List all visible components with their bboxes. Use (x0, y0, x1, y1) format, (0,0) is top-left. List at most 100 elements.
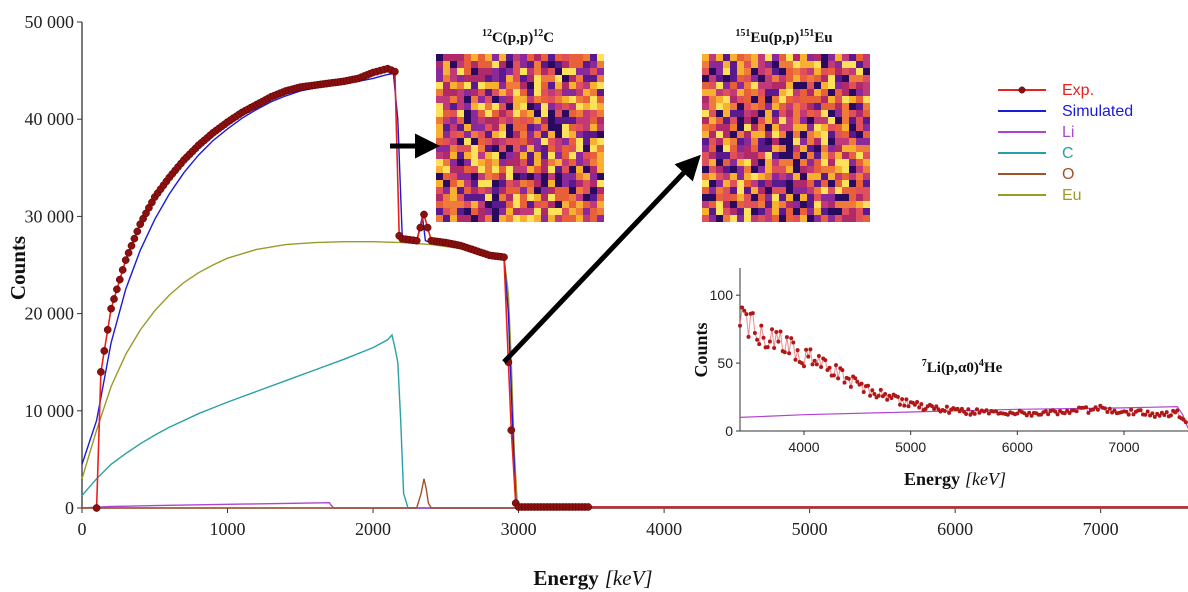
heatmap-eu151-cell (793, 110, 800, 117)
heatmap-c12-cell (485, 54, 492, 61)
heatmap-c12-cell (436, 159, 443, 166)
heatmap-c12-cell (485, 215, 492, 222)
heatmap-c12-cell (590, 215, 597, 222)
heatmap-eu151-cell (723, 138, 730, 145)
heatmap-eu151-cell (730, 131, 737, 138)
heatmap-eu151-cell (814, 117, 821, 124)
heatmap-eu151-cell (800, 103, 807, 110)
heatmap-c12-cell (450, 152, 457, 159)
heatmap-c12-cell (513, 201, 520, 208)
heatmap-eu151-cell (709, 159, 716, 166)
heatmap-c12-cell (436, 194, 443, 201)
y-tick-label: 20 000 (25, 304, 75, 324)
heatmap-eu151-cell (856, 173, 863, 180)
heatmap-eu151-cell (730, 145, 737, 152)
heatmap-eu151-cell (702, 152, 709, 159)
heatmap-eu151-cell (744, 180, 751, 187)
heatmap-eu151-cell (751, 152, 758, 159)
heatmap-c12-cell (562, 110, 569, 117)
heatmap-eu151-cell (779, 145, 786, 152)
x-ticks: 0 1000 2000 3000 4000 5000 6000 7000 (78, 508, 1119, 539)
heatmap-c12-cell (520, 159, 527, 166)
heatmap-eu151-cell (793, 145, 800, 152)
heatmap-c12-cell (513, 159, 520, 166)
heatmap-eu151-cell (786, 96, 793, 103)
heatmap-eu151-cell (835, 180, 842, 187)
heatmap-c12-cell (436, 145, 443, 152)
heatmap-eu151-cell (730, 61, 737, 68)
heatmap-c12-cell (513, 89, 520, 96)
heatmap-c12-cell (436, 110, 443, 117)
heatmap-eu151-cell (786, 54, 793, 61)
heatmap-c12-cell (527, 131, 534, 138)
inset-exp-data-point (975, 407, 979, 412)
heatmap-eu151-cell (751, 89, 758, 96)
heatmap-c12-cell (492, 180, 499, 187)
inset-exp-data-point (1107, 406, 1112, 411)
heatmap-eu151-cell (835, 145, 842, 152)
heatmap-eu151-cell (800, 96, 807, 103)
heatmap-c12-cell (450, 194, 457, 201)
heatmap-eu151-cell (744, 89, 751, 96)
heatmap-c12-cell (590, 194, 597, 201)
heatmap-eu151-cell (716, 82, 723, 89)
heatmap-c12-cell (443, 131, 450, 138)
heatmap-eu151-cell (702, 61, 709, 68)
inset-exp-data-point (1043, 409, 1048, 414)
heatmap-c12-cell (492, 145, 499, 152)
heatmap-eu151-cell (821, 194, 828, 201)
heatmap-c12-cell (576, 138, 583, 145)
heatmap-eu151-cell (786, 110, 793, 117)
heatmap-c12-cell (527, 208, 534, 215)
heatmap-eu151-cell (737, 110, 744, 117)
heatmap-eu151-cell (737, 75, 744, 82)
exp-data-point (584, 503, 593, 511)
heatmap-c12-cell (562, 194, 569, 201)
heatmap-c12-cell (590, 96, 597, 103)
heatmap-eu151-cell (779, 159, 786, 166)
inset-exp-data-point (782, 350, 787, 355)
heatmap-eu151-cell (744, 208, 751, 215)
heatmap-c12-cell (576, 194, 583, 201)
heatmap-c12-cell (436, 208, 443, 215)
heatmap-eu151-cell (849, 110, 856, 117)
heatmap-c12-cell (527, 180, 534, 187)
heatmap-c12-cell (527, 117, 534, 124)
inset-exp-data-point (848, 384, 853, 389)
heatmap-eu151-cell (716, 117, 723, 124)
heatmap-c12-cell (597, 110, 604, 117)
heatmap-eu151-cell (723, 124, 730, 131)
heatmap-eu151-cell (807, 124, 814, 131)
inset-exp-data-point (912, 402, 917, 407)
heatmap-eu151-cell (786, 208, 793, 215)
heatmap-c12-cell (590, 124, 597, 131)
heatmap-c12-cell (527, 159, 534, 166)
heatmap-eu151-cell (765, 82, 772, 89)
heatmap-c12-cell (576, 187, 583, 194)
heatmap-eu151-cell (730, 89, 737, 96)
heatmap-c12-cell (492, 159, 499, 166)
heatmap-c12-cell (520, 173, 527, 180)
inset-exp-data-point (808, 347, 813, 352)
heatmap-eu151-cell (737, 201, 744, 208)
heatmap-c12-cell (485, 208, 492, 215)
heatmap-c12-cell (457, 152, 464, 159)
heatmap-eu151-cell (765, 208, 772, 215)
heatmap-c12-cell (492, 110, 499, 117)
heatmap-c12-cell (478, 61, 485, 68)
heatmap-eu151-cell (779, 68, 786, 75)
heatmap-eu151-cell (842, 103, 849, 110)
inset-exp-data-point (870, 388, 875, 393)
heatmap-eu151-cell (737, 152, 744, 159)
heatmap-c12-cell (555, 187, 562, 194)
heatmap-c12-cell (541, 54, 548, 61)
heatmap-c12-cell (436, 124, 443, 131)
heatmap-eu151-cell (828, 131, 835, 138)
heatmap-c12-cell (548, 110, 555, 117)
heatmap-eu151-cell (779, 180, 786, 187)
heatmap-eu151-cell (793, 82, 800, 89)
heatmap-c12-cell (506, 201, 513, 208)
heatmap-c12-cell (541, 138, 548, 145)
heatmap-eu151-cell (800, 201, 807, 208)
heatmap-c12-cell (450, 180, 457, 187)
